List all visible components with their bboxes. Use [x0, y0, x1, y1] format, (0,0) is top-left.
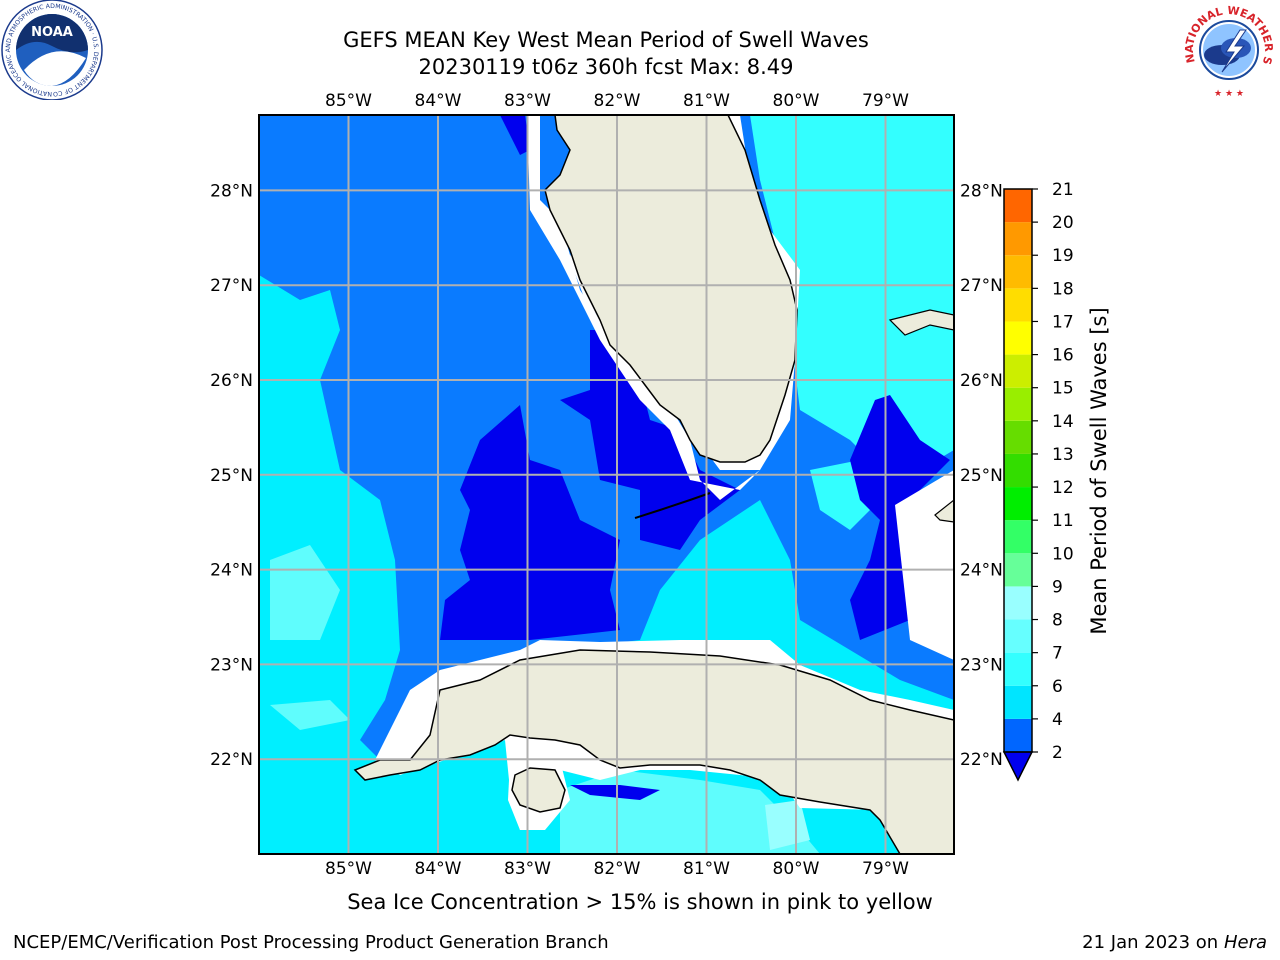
- noaa-logo-text: NOAA: [31, 25, 73, 40]
- colorbar-tick-label: 20: [1052, 213, 1074, 233]
- colorbar-frame: [1003, 188, 1033, 753]
- colorbar-tick-label: 13: [1052, 445, 1074, 465]
- contour-region: [500, 115, 530, 155]
- lon-tick-label-bottom: 83°W: [504, 859, 551, 879]
- contour-region: [440, 405, 620, 640]
- colorbar-label: Mean Period of Swell Waves [s]: [1087, 307, 1111, 634]
- colorbar-tick-label: 8: [1052, 611, 1063, 631]
- colorbar-segment: [1004, 420, 1032, 454]
- lat-tick-label-left: 25°N: [210, 466, 253, 486]
- colorbar: 2 4 6 7 8 9 10 11 12 13 14 15 16 17 18 19 20 21: [1002, 180, 1074, 782]
- lon-tick-label-top: 81°W: [683, 91, 730, 111]
- credit-text: NCEP/EMC/Verification Post Processing Pr…: [13, 932, 609, 953]
- colorbar-tick-label: 4: [1052, 710, 1063, 730]
- lon-tick-label-bottom: 81°W: [683, 859, 730, 879]
- lon-tick-label-top: 84°W: [415, 91, 462, 111]
- florida-keys: [634, 492, 711, 519]
- colorbar-segment: [1004, 189, 1032, 223]
- map-subtitle: 20230119 t06z 360h fcst Max: 8.49: [418, 55, 794, 79]
- colorbar-tick-label: 16: [1052, 346, 1074, 366]
- date-text: 21 Jan 2023 on Hera: [1082, 932, 1267, 953]
- colorbar-tick-label: 17: [1052, 312, 1074, 332]
- colorbar-segment: [1004, 222, 1032, 256]
- date-label: 21 Jan 2023 on: [1082, 932, 1224, 953]
- lat-tick-label-right: 28°N: [960, 181, 1003, 201]
- colorbar-segment: [1004, 586, 1032, 620]
- map-frame: [258, 114, 955, 855]
- lon-tick-label-top: 80°W: [773, 91, 820, 111]
- lat-tick-label-right: 25°N: [960, 466, 1003, 486]
- lon-tick-label-top: 79°W: [862, 91, 909, 111]
- colorbar-tick-label: 15: [1052, 379, 1074, 399]
- sea-ice-note: Sea Ice Concentration > 15% is shown in …: [347, 890, 933, 914]
- lon-tick-label-bottom: 85°W: [325, 859, 372, 879]
- lat-tick-label-right: 24°N: [960, 561, 1003, 581]
- lat-tick-label-right: 27°N: [960, 276, 1003, 296]
- lon-tick-label-bottom: 79°W: [862, 859, 909, 879]
- colorbar-segment: [1004, 553, 1032, 587]
- colorbar-tick-label: 19: [1052, 246, 1074, 266]
- lat-tick-label-right: 22°N: [960, 750, 1003, 770]
- contour-region: [750, 115, 954, 470]
- colorbar-tick-label: 2: [1052, 743, 1063, 763]
- contour-region: [570, 785, 660, 800]
- svg-text:★ ★ ★: ★ ★ ★: [1214, 89, 1244, 99]
- lat-tick-label-left: 23°N: [210, 655, 253, 675]
- colorbar-segment: [1004, 255, 1032, 289]
- lon-tick-label-bottom: 84°W: [415, 859, 462, 879]
- florida-land: [544, 115, 798, 463]
- colorbar-tick-label: 14: [1052, 412, 1074, 432]
- colorbar-tick-label: 18: [1052, 279, 1074, 299]
- colorbar-segment: [1004, 619, 1032, 653]
- colorbar-tick-label: 10: [1052, 544, 1074, 564]
- lon-tick-label-bottom: 80°W: [773, 859, 820, 879]
- lon-tick-label-top: 82°W: [594, 91, 641, 111]
- lat-tick-label-left: 24°N: [210, 561, 253, 581]
- noaa-logo: NATIONAL OCEANIC AND ATMOSPHERIC ADMINIS…: [0, 0, 103, 100]
- colorbar-segment: [1004, 288, 1032, 322]
- colorbar-tick-label: 9: [1052, 577, 1063, 597]
- colorbar-underflow: [1002, 751, 1034, 782]
- nws-logo: NATIONAL WEATHER SERVICE ★ ★ ★: [1178, 0, 1277, 99]
- lon-tick-label-top: 83°W: [504, 91, 551, 111]
- colorbar-segment: [1004, 321, 1032, 355]
- colorbar-tick-label: 11: [1052, 511, 1074, 531]
- contour-region: [270, 700, 350, 730]
- map-title: GEFS MEAN Key West Mean Period of Swell …: [343, 28, 869, 52]
- colorbar-segment: [1004, 718, 1032, 752]
- swell-period-field: [259, 115, 954, 854]
- colorbar-tick-label: 6: [1052, 677, 1063, 697]
- bahamas-land: [888, 309, 954, 336]
- lat-tick-label-left: 28°N: [210, 181, 253, 201]
- colorbar-tick-label: 12: [1052, 478, 1074, 498]
- contour-region: [560, 330, 740, 550]
- colorbar-segment: [1004, 520, 1032, 554]
- lat-tick-label-right: 26°N: [960, 371, 1003, 391]
- lon-tick-label-top: 85°W: [325, 91, 372, 111]
- colorbar-segment: [1004, 487, 1032, 521]
- graticule-lines: [259, 115, 954, 854]
- isla-juventud-land: [511, 767, 566, 813]
- contour-region: [765, 800, 810, 850]
- colorbar-segment: [1004, 685, 1032, 719]
- lat-tick-label-left: 22°N: [210, 750, 253, 770]
- cuba-land: [353, 649, 954, 854]
- colorbar-segment: [1004, 453, 1032, 488]
- colorbar-tick-label: 7: [1052, 644, 1063, 664]
- hispaniola-edge: [934, 499, 954, 523]
- colorbar-segment: [1004, 354, 1032, 388]
- lat-tick-label-left: 27°N: [210, 276, 253, 296]
- colorbar-tick-label: 21: [1052, 180, 1074, 200]
- colorbar-segment: [1004, 387, 1032, 421]
- lon-tick-label-bottom: 82°W: [594, 859, 641, 879]
- host-name: Hera: [1223, 932, 1267, 953]
- lat-tick-label-right: 23°N: [960, 655, 1003, 675]
- lat-tick-label-left: 26°N: [210, 371, 253, 391]
- colorbar-segment: [1004, 652, 1032, 686]
